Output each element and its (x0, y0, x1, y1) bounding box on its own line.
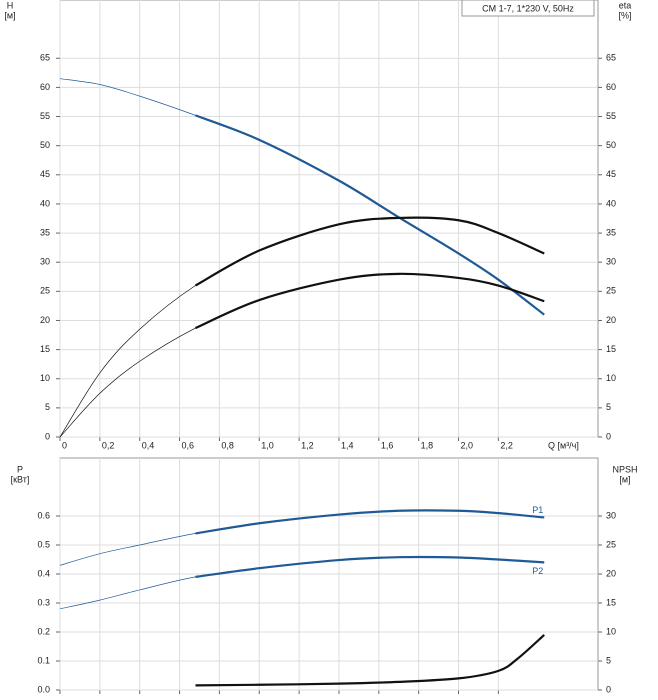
y-tick-label: 0 (45, 431, 50, 441)
y-tick-label: 0.4 (37, 568, 50, 578)
y2-tick-label: 35 (606, 227, 616, 237)
y-tick-label: 30 (40, 257, 50, 267)
y2-tick-label: 20 (606, 315, 616, 325)
curve-duty (195, 509, 545, 535)
y2-axis-label: eta (619, 0, 632, 10)
y2-axis-label: [м] (619, 474, 630, 484)
y-tick-label: 60 (40, 82, 50, 92)
y2-tick-label: 20 (606, 568, 616, 578)
y2-tick-label: 5 (606, 402, 611, 412)
series-label: P1 (532, 505, 543, 515)
x-tick-label: 0,8 (221, 440, 234, 450)
y2-tick-label: 10 (606, 626, 616, 636)
series-label: P2 (532, 566, 543, 576)
x-tick-label: 1,8 (421, 440, 434, 450)
y2-tick-label: 0 (606, 431, 611, 441)
y2-tick-label: 40 (606, 198, 616, 208)
y-axis-label: H (7, 0, 14, 10)
y-tick-label: 0.5 (37, 539, 50, 549)
y-tick-label: 45 (40, 169, 50, 179)
curve-duty (195, 272, 545, 330)
y-axis-label: [кВт] (11, 474, 30, 484)
y-tick-label: 5 (45, 402, 50, 412)
y2-tick-label: 60 (606, 82, 616, 92)
y-tick-label: 0.1 (37, 655, 50, 665)
chart-title: CM 1-7, 1*230 V, 50Hz (482, 3, 574, 13)
y-tick-label: 25 (40, 286, 50, 296)
curve-duty (195, 555, 545, 578)
y-tick-label: 0.0 (37, 684, 50, 694)
y-tick-label: 0.2 (37, 626, 50, 636)
y2-tick-label: 0 (606, 684, 611, 694)
y-tick-label: 65 (40, 53, 50, 63)
y2-tick-label: 5 (606, 655, 611, 665)
x-tick-label: 0,4 (142, 440, 155, 450)
title-box (461, 0, 595, 17)
y-tick-label: 20 (40, 315, 50, 325)
y-axis-label: P (17, 464, 23, 474)
x-tick-label: 1,2 (301, 440, 314, 450)
y2-tick-label: 25 (606, 539, 616, 549)
plot-area (59, 0, 599, 438)
y2-tick-label: 15 (606, 597, 616, 607)
y2-tick-label: 30 (606, 257, 616, 267)
x-tick-label: 2,2 (500, 440, 513, 450)
y-tick-label: 55 (40, 111, 50, 121)
y-axis-label: [м] (4, 10, 15, 20)
y2-tick-label: 65 (606, 53, 616, 63)
y2-axis-label: NPSH (612, 464, 637, 474)
x-tick-label: 0,2 (102, 440, 115, 450)
x-tick-label: 0,6 (182, 440, 195, 450)
y2-tick-label: 15 (606, 344, 616, 354)
y2-tick-label: 50 (606, 140, 616, 150)
y-tick-label: 15 (40, 344, 50, 354)
y2-tick-label: 25 (606, 286, 616, 296)
y-tick-label: 35 (40, 227, 50, 237)
x-tick-label: 2,0 (461, 440, 474, 450)
y-tick-label: 0.6 (37, 510, 50, 520)
y2-tick-label: 30 (606, 510, 616, 520)
y-tick-label: 10 (40, 373, 50, 383)
curve-duty (195, 634, 545, 687)
y2-tick-label: 55 (606, 111, 616, 121)
y-tick-label: 50 (40, 140, 50, 150)
y2-tick-label: 45 (606, 169, 616, 179)
y-tick-label: 0.3 (37, 597, 50, 607)
curve-duty (195, 114, 545, 316)
x-tick-label: 1,0 (261, 440, 274, 450)
x-tick-label: 1,6 (381, 440, 394, 450)
curve-duty (194, 216, 545, 287)
x-tick-label: 0 (62, 440, 67, 450)
x-axis-label: Q [м³/ч] (548, 440, 579, 450)
x-tick-label: 1,4 (341, 440, 354, 450)
y-tick-label: 40 (40, 198, 50, 208)
y2-axis-label: [%] (618, 10, 631, 20)
y2-tick-label: 10 (606, 373, 616, 383)
